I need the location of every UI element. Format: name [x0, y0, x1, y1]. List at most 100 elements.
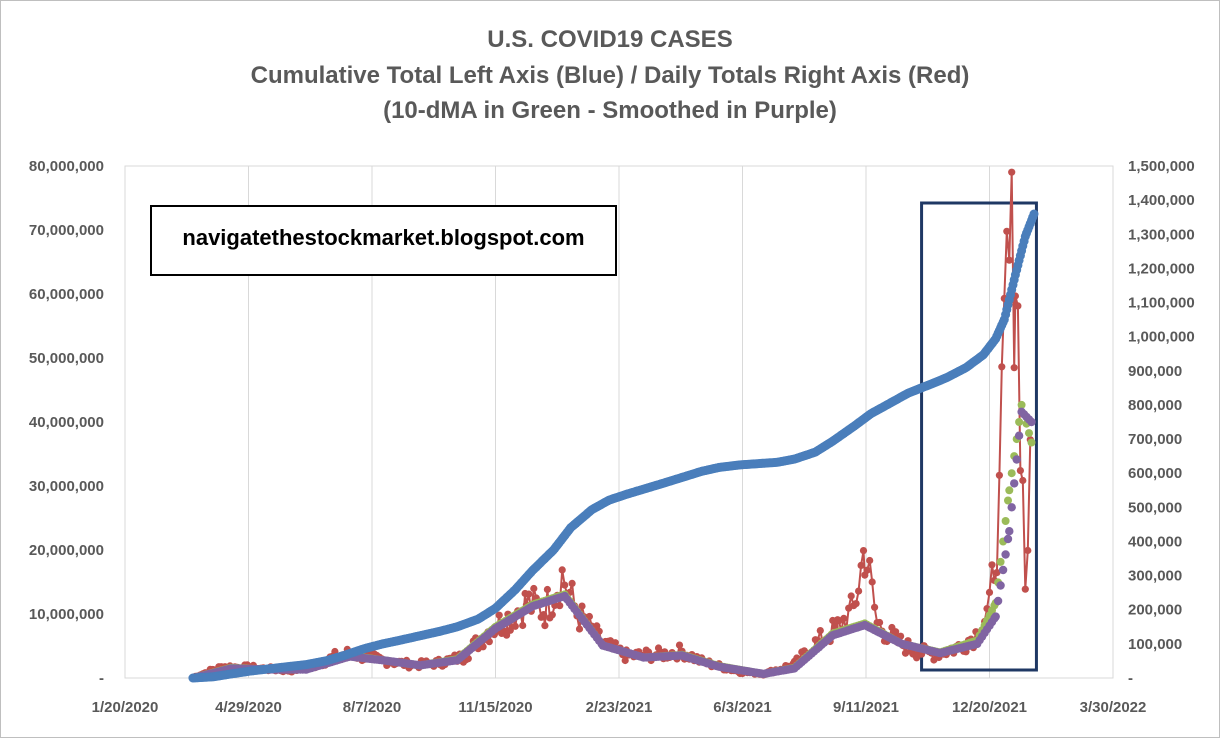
x-tick-label: 2/23/2021	[586, 699, 653, 716]
daily-point	[530, 584, 538, 593]
smoothed-point	[1010, 479, 1019, 488]
cumulative-point	[1029, 209, 1039, 219]
daily-point	[575, 625, 584, 633]
y-left-tick-label: 40,000,000	[29, 414, 104, 431]
daily-point	[1021, 585, 1029, 593]
daily-point	[558, 566, 566, 574]
daily-point	[998, 363, 1006, 371]
daily-point	[1014, 302, 1022, 310]
ma10-point	[1027, 438, 1036, 447]
daily-point	[855, 587, 863, 595]
smoothed-point	[1014, 431, 1024, 440]
daily-point	[1024, 546, 1032, 555]
y-left-tick-label: 60,000,000	[29, 286, 104, 303]
daily-point	[859, 547, 868, 555]
chart-subtitle: Cumulative Total Left Axis (Blue) / Dail…	[250, 62, 970, 89]
y-left-tick-label: 50,000,000	[29, 350, 104, 367]
daily-point	[543, 585, 552, 594]
y-right-tick-label: 1,100,000	[1128, 295, 1195, 312]
y-right-tick-label: 1,200,000	[1128, 260, 1195, 277]
x-tick-label: 4/29/2020	[215, 699, 282, 716]
daily-point	[568, 579, 576, 588]
cumulative-series	[188, 209, 1039, 683]
smoothed-point	[991, 612, 1000, 621]
smoothed-point	[1027, 417, 1036, 427]
plot-area-border	[124, 165, 1114, 679]
y-right-tick-label: 900,000	[1128, 363, 1182, 380]
daily-point	[995, 471, 1004, 479]
y-left-tick-label: 80,000,000	[29, 158, 104, 175]
daily-point	[876, 618, 884, 627]
daily-point	[1008, 168, 1016, 176]
daily-point	[857, 561, 865, 570]
watermark-text: navigatethestockmarket.blogspot.com	[182, 225, 585, 250]
daily-point	[847, 592, 855, 600]
y-left-tick-label: -	[99, 670, 104, 687]
smoothed-point	[993, 596, 1003, 606]
y-right-tick-label: -	[1128, 670, 1133, 687]
daily-point	[863, 566, 871, 574]
daily-point	[892, 628, 900, 636]
y-left-tick-label: 70,000,000	[29, 222, 104, 239]
ma10-point	[1025, 429, 1033, 438]
y-right-tick-label: 1,000,000	[1128, 329, 1195, 346]
x-tick-label: 12/20/2021	[952, 699, 1027, 716]
y-right-tick-label: 100,000	[1128, 636, 1182, 653]
daily-point	[519, 621, 527, 630]
daily-point	[866, 556, 874, 565]
daily-point	[871, 603, 879, 611]
smoothed-point	[1005, 527, 1014, 536]
smoothed-point	[1012, 455, 1021, 464]
x-tick-label: 11/15/2020	[458, 699, 532, 716]
daily-point	[525, 590, 533, 598]
daily-point	[541, 622, 549, 630]
ma10-point	[996, 557, 1005, 566]
x-tick-label: 9/11/2021	[833, 699, 899, 716]
y-left-tick-label: 10,000,000	[29, 606, 104, 623]
y-right-tick-label: 800,000	[1128, 397, 1182, 414]
y-right-tick-label: 700,000	[1128, 431, 1182, 448]
smoothed-point	[996, 581, 1005, 590]
y-right-tick-label: 200,000	[1128, 602, 1182, 619]
y-left-tick-label: 20,000,000	[29, 542, 104, 559]
daily-point	[503, 631, 511, 639]
daily-point	[1010, 364, 1018, 372]
ma10-point	[1004, 496, 1012, 505]
watermark-box: navigatethestockmarket.blogspot.com	[150, 205, 617, 276]
daily-point	[988, 561, 996, 569]
daily-point	[852, 600, 860, 608]
x-tick-label: 3/30/2022	[1080, 699, 1147, 716]
x-tick-label: 8/7/2020	[343, 699, 401, 716]
axis-labels: 1/20/2020 4/29/2020 8/7/2020 11/15/2020 2/23…	[29, 158, 1195, 716]
daily-point	[816, 627, 824, 635]
daily-point	[675, 641, 684, 649]
daily-point	[1019, 476, 1027, 485]
daily-point	[593, 622, 601, 630]
y-right-tick-label: 300,000	[1128, 568, 1182, 585]
smoothed-point	[1003, 534, 1013, 544]
ma10-point	[1007, 469, 1016, 478]
ma10-point	[1005, 486, 1014, 495]
y-right-tick-label: 1,300,000	[1128, 226, 1195, 243]
daily-point	[985, 588, 994, 597]
y-left-tick-label: 30,000,000	[29, 478, 104, 495]
chart-subtitle-note: (10-dMA in Green - Smoothed in Purple)	[383, 97, 837, 124]
x-tick-label: 1/20/2020	[92, 699, 159, 716]
daily-point	[831, 622, 839, 630]
y-right-tick-label: 1,500,000	[1128, 158, 1195, 175]
y-right-tick-label: 1,400,000	[1128, 192, 1195, 209]
daily-point	[1003, 227, 1011, 235]
daily-point	[556, 602, 564, 610]
daily-point	[840, 614, 848, 623]
daily-point	[1005, 256, 1013, 264]
y-right-tick-label: 400,000	[1128, 533, 1182, 550]
daily-point	[561, 581, 569, 589]
y-right-tick-label: 500,000	[1128, 499, 1182, 516]
daily-point	[511, 622, 519, 630]
daily-point	[578, 602, 586, 610]
daily-point	[621, 656, 629, 665]
daily-point	[495, 611, 503, 619]
series-layer	[188, 168, 1039, 683]
daily-point	[548, 611, 556, 619]
